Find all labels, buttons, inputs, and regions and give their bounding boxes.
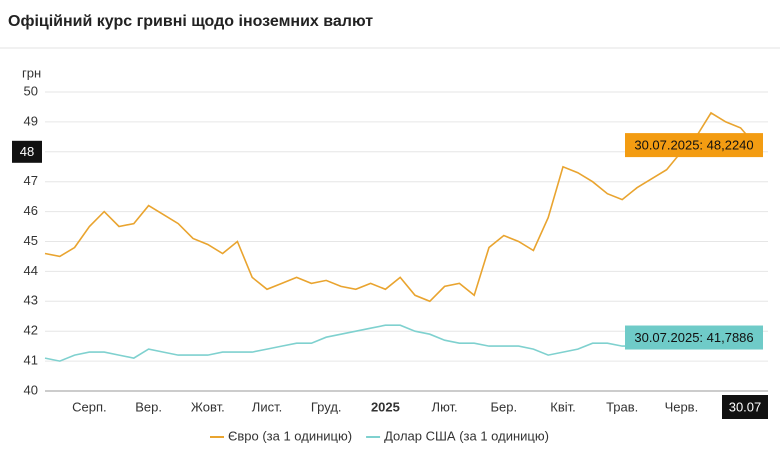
x-tick-label: Серп. [72, 399, 107, 414]
y-tick-label: 46 [24, 203, 38, 218]
end-label: 30.07.2025: 48,2240 [634, 138, 753, 153]
y-tick-label: 41 [24, 353, 38, 368]
y-tick-label: 43 [24, 293, 38, 308]
x-tick-label: Груд. [311, 399, 342, 414]
y-tick-label: 44 [24, 263, 38, 278]
x-tick-label: 30.07 [729, 399, 762, 414]
x-tick-label: Квіт. [550, 399, 576, 414]
x-tick-label: Жовт. [191, 399, 225, 414]
y-tick-label: 45 [24, 233, 38, 248]
x-tick-label: Лют. [432, 399, 458, 414]
series-line [44, 111, 757, 303]
y-axis-label: грн [22, 65, 41, 80]
x-tick-label: Трав. [606, 399, 638, 414]
y-tick-label: 48 [20, 144, 34, 159]
x-tick-label: 2025 [371, 399, 400, 414]
chart-title: Офіційний курс гривні щодо іноземних вал… [8, 13, 373, 30]
x-tick-label: Вер. [135, 399, 162, 414]
end-label-box [625, 325, 763, 350]
y-tick-label: 50 [24, 83, 38, 98]
x-tick-highlight [722, 395, 768, 419]
y-tick-label: 42 [24, 323, 38, 338]
y-tick-label: 49 [24, 113, 38, 128]
y-tick-label: 47 [24, 173, 38, 188]
x-tick-label: Бер. [490, 399, 517, 414]
x-tick-label: Лист. [252, 399, 282, 414]
end-label-box [625, 133, 763, 158]
legend-label: Євро (за 1 одиницю) [228, 428, 352, 443]
end-label: 30.07.2025: 41,7886 [634, 330, 753, 345]
x-tick-label: Черв. [665, 399, 699, 414]
legend-label: Долар США (за 1 одиницю) [384, 428, 549, 443]
y-tick-label: 40 [24, 382, 38, 397]
y-tick-highlight [12, 140, 42, 163]
